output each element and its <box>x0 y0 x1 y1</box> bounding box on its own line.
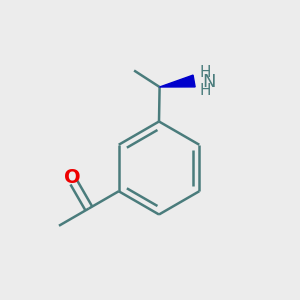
Text: H: H <box>200 65 211 80</box>
Polygon shape <box>160 75 195 87</box>
Text: O: O <box>64 168 81 187</box>
Text: H: H <box>200 83 211 98</box>
Text: N: N <box>202 73 215 91</box>
